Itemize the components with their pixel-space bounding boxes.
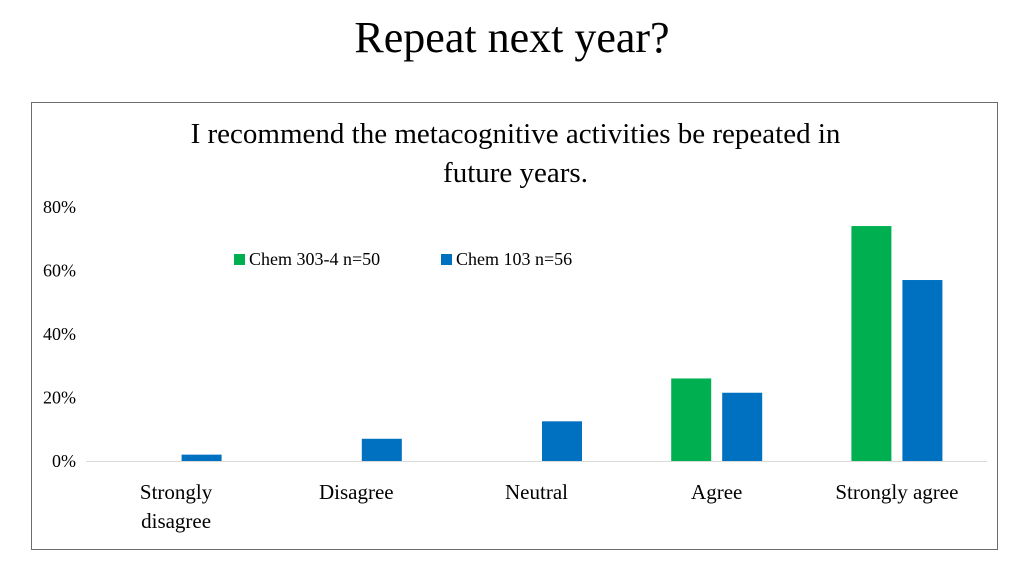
bar-chem-103-4	[902, 280, 943, 461]
category-label: Disagree	[319, 480, 394, 504]
category-label: disagree	[141, 509, 211, 533]
bar-chart: 0% 20% 40% 60% 80% Strongly disagree Disagree Ne…	[43, 197, 987, 533]
category-label: Agree	[691, 480, 742, 504]
bar-chem-103-0	[181, 454, 222, 461]
chart-title-line-1: I recommend the metacognitive activities…	[190, 118, 841, 150]
y-tick-label: 40%	[43, 324, 76, 344]
bar-chem-103-3	[722, 392, 763, 461]
bar-chem-303-4-3	[671, 378, 712, 461]
legend-swatch	[441, 254, 452, 265]
chart-title: I recommend the metacognitive activities…	[32, 115, 999, 193]
chart-title-line-2: future years.	[443, 157, 588, 189]
category-label: Strongly agree	[835, 480, 958, 504]
y-tick-label: 20%	[43, 388, 76, 408]
legend-label: Chem 103 n=56	[456, 249, 572, 269]
chart-frame: I recommend the metacognitive activities…	[31, 102, 998, 550]
bar-chem-103-1	[361, 438, 402, 461]
legend-swatch	[234, 254, 245, 265]
y-tick-label: 80%	[43, 197, 76, 217]
category-label: Strongly	[140, 480, 213, 504]
bar-chem-303-4-4	[851, 226, 892, 461]
slide-title: Repeat next year?	[354, 13, 670, 62]
bar-chem-103-2	[542, 421, 582, 461]
y-tick-label: 60%	[43, 261, 76, 281]
legend-label: Chem 303-4 n=50	[249, 249, 380, 269]
category-label: Neutral	[505, 480, 568, 504]
y-tick-label: 0%	[52, 451, 76, 471]
